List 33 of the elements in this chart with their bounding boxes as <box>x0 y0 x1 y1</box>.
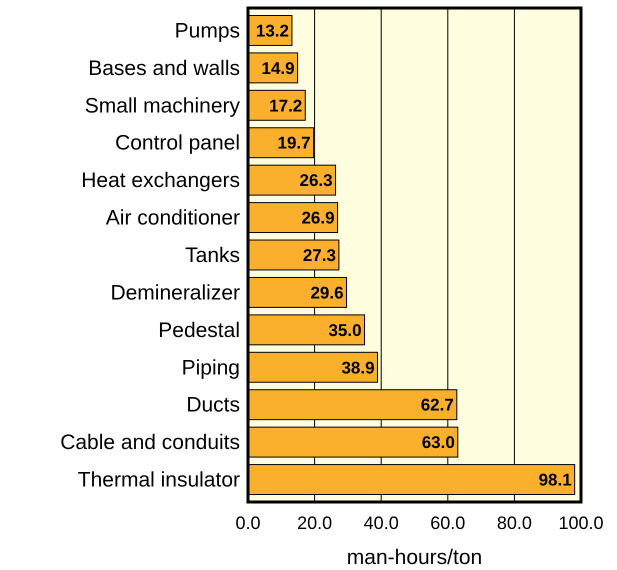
y-tick-label: Pumps <box>174 19 240 42</box>
x-tick-label: 0.0 <box>235 513 261 533</box>
x-tick-label: 60.0 <box>430 513 466 533</box>
data-label: 27.3 <box>302 246 336 265</box>
y-tick-label: Control panel <box>115 132 240 155</box>
x-tick-label: 40.0 <box>364 513 399 533</box>
data-label: 14.9 <box>262 58 295 78</box>
data-label: 63.0 <box>422 433 455 452</box>
data-label: 13.2 <box>256 21 289 40</box>
data-label: 62.7 <box>420 396 454 415</box>
data-label: 35.0 <box>328 320 362 340</box>
y-tick-label: Demineralizer <box>110 281 240 304</box>
x-tick-label: 80.0 <box>496 513 532 533</box>
data-label: 26.9 <box>301 208 335 228</box>
y-tick-label: Piping <box>182 356 240 380</box>
data-label: 38.9 <box>341 358 375 378</box>
y-tick-label: Pedestal <box>158 318 240 342</box>
x-tick-label: 20.0 <box>297 513 332 533</box>
data-label: 29.6 <box>310 283 344 302</box>
y-tick-label: Small machinery <box>84 94 240 118</box>
y-tick-label: Air conditioner <box>106 206 240 230</box>
data-label: 98.1 <box>538 470 572 490</box>
x-tick-label: 100.0 <box>558 513 604 533</box>
data-label: 19.7 <box>278 134 311 153</box>
y-tick-label: Thermal insulator <box>78 468 240 492</box>
data-label: 26.3 <box>299 171 333 190</box>
y-tick-label: Ducts <box>186 394 240 417</box>
y-tick-label: Bases and walls <box>88 56 240 80</box>
data-label: 17.2 <box>269 96 302 116</box>
y-tick-label: Heat exchangers <box>81 169 240 192</box>
y-tick-label: Cable and conduits <box>60 431 240 454</box>
x-axis-title: man-hours/ton <box>346 546 482 569</box>
y-tick-label: Tanks <box>185 244 240 267</box>
